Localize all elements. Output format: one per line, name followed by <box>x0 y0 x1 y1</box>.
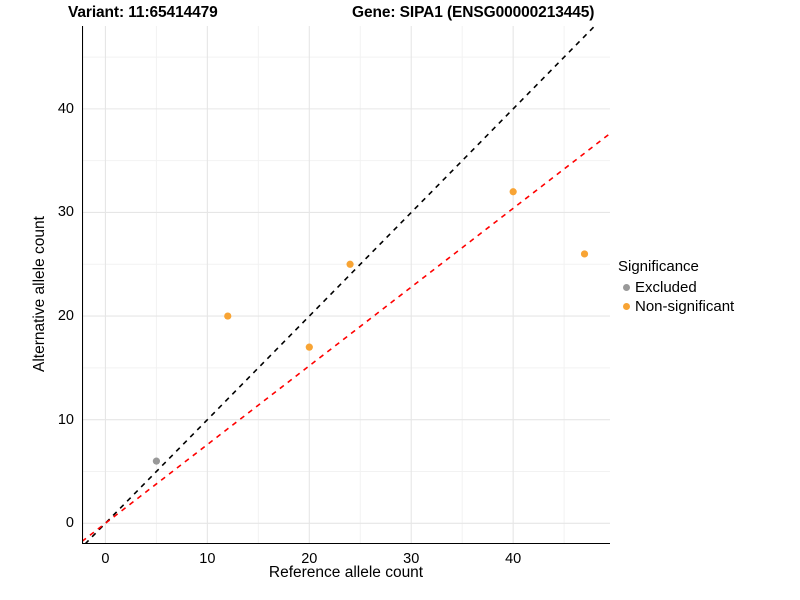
y-tick-label: 30 <box>57 204 74 221</box>
legend-dot-icon <box>618 297 635 316</box>
y-tick-label: 40 <box>57 100 74 117</box>
y-tick-label: 0 <box>65 515 74 532</box>
x-tick-label: 40 <box>505 551 522 567</box>
y-axis-title: Alternative allele count <box>31 216 48 372</box>
legend-dot-icon <box>618 278 635 297</box>
axis-lines <box>82 26 610 544</box>
grid-minor-lines <box>82 26 610 544</box>
legend-item-excluded[interactable]: Excluded <box>618 278 794 297</box>
legend-items: Excluded Non-significant <box>618 278 794 316</box>
plot-panel <box>82 26 610 544</box>
plot-canvas <box>82 26 610 544</box>
x-tick-label: 30 <box>403 551 420 567</box>
legend-title: Significance <box>618 258 699 275</box>
grid-major-lines <box>82 26 610 544</box>
legend-item-label: Excluded <box>635 279 697 296</box>
x-axis-title: Reference allele count <box>268 564 424 581</box>
data-points <box>152 188 589 465</box>
gene-title: Gene: SIPA1 (ENSG00000213445) <box>352 4 595 21</box>
y-tick-label: 20 <box>57 308 74 325</box>
x-tick-label: 20 <box>301 551 318 567</box>
axis-tick-marks <box>82 109 513 544</box>
y-tick-label: 10 <box>57 411 74 428</box>
x-tick-label: 0 <box>101 551 110 567</box>
x-tick-label: 10 <box>199 551 216 567</box>
legend: Significance Excluded Non-significant <box>618 258 794 316</box>
variant-title: Variant: 11:65414479 <box>68 4 218 21</box>
legend-item-label: Non-significant <box>635 298 735 315</box>
reference-lines <box>82 26 610 544</box>
legend-item-non-significant[interactable]: Non-significant <box>618 297 794 316</box>
plot-title-row: Variant: 11:65414479 Gene: SIPA1 (ENSG00… <box>0 0 800 28</box>
